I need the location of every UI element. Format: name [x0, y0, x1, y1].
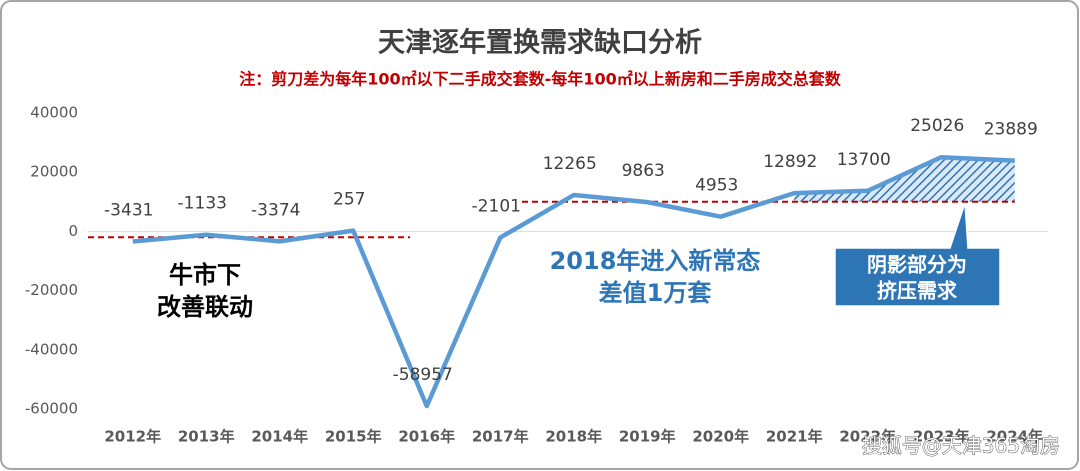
data-label: 23889 — [984, 120, 1038, 140]
data-label: -1133 — [178, 194, 227, 214]
x-tick-label: 2021年 — [766, 428, 823, 446]
y-tick-label: 20000 — [30, 163, 78, 181]
x-tick-label: 2023年 — [913, 428, 970, 446]
y-tick-label: -40000 — [25, 340, 78, 358]
annotation: 2018年进入新常态 — [550, 247, 761, 275]
data-label: -2101 — [472, 197, 521, 217]
data-label: -3374 — [251, 200, 300, 220]
x-tick-label: 2024年 — [986, 428, 1043, 446]
annotation: 改善联动 — [157, 293, 253, 321]
data-label: 4953 — [695, 176, 738, 196]
data-label: 25026 — [910, 116, 964, 136]
y-tick-label: -20000 — [25, 281, 78, 299]
data-label: -3431 — [104, 201, 153, 221]
chart-title: 天津逐年置换需求缺口分析 — [378, 27, 702, 59]
x-tick-label: 2019年 — [619, 428, 676, 446]
annotation: 差值1万套 — [599, 279, 713, 307]
data-label: 9863 — [622, 161, 665, 181]
data-label: 13700 — [837, 150, 891, 170]
callout-text: 阴影部分为 — [867, 253, 967, 277]
data-label: 12892 — [763, 152, 817, 172]
shaded-area — [794, 157, 1015, 202]
subtitle: 注：剪刀差为每年100㎡以下二手成交套数-每年100㎡以上新房和二手房成交总套数 — [239, 70, 841, 89]
callout-text: 挤压需求 — [877, 279, 958, 303]
y-tick-label: -60000 — [25, 400, 78, 418]
x-tick-label: 2014年 — [251, 428, 308, 446]
y-tick-label: 0 — [68, 222, 78, 240]
x-tick-label: 2020年 — [692, 428, 749, 446]
data-label: -58957 — [393, 365, 453, 385]
series-line — [132, 154, 1015, 409]
x-tick-label: 2022年 — [839, 428, 896, 446]
data-label: 12265 — [543, 154, 597, 174]
y-tick-label: 40000 — [30, 103, 78, 121]
x-tick-label: 2012年 — [104, 428, 161, 446]
annotation: 牛市下 — [169, 261, 241, 289]
watermark: 搜狐号@天津365淘房 — [862, 434, 1060, 458]
x-tick-label: 2015年 — [325, 428, 382, 446]
callout-box — [834, 202, 1001, 307]
data-label: 257 — [333, 190, 365, 210]
x-tick-label: 2018年 — [545, 428, 602, 446]
x-tick-label: 2017年 — [472, 428, 529, 446]
x-tick-label: 2016年 — [398, 428, 455, 446]
x-tick-label: 2013年 — [178, 428, 235, 446]
